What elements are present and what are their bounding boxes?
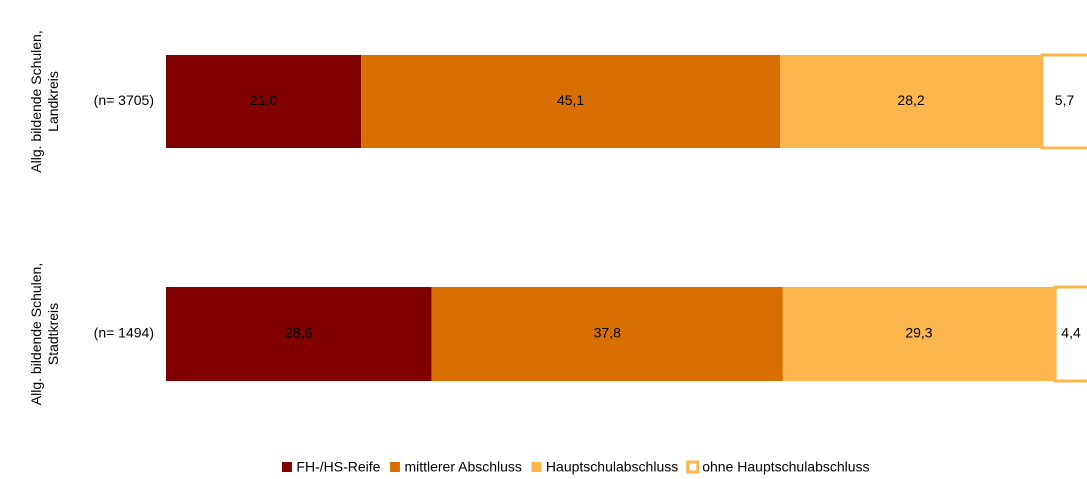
legend-label: ohne Hauptschulabschluss bbox=[702, 459, 869, 475]
category-label: Allg. bildende Schulen, Stadtkreis bbox=[28, 263, 61, 405]
legend-label: FH-/HS-Reife bbox=[296, 459, 380, 475]
bar-segment bbox=[1053, 285, 1087, 383]
value-label: 29,3 bbox=[905, 325, 932, 341]
bar-segment bbox=[166, 287, 432, 381]
bar-segment bbox=[780, 55, 1043, 148]
bar-segment bbox=[431, 287, 783, 381]
n-label: (n= 1494) bbox=[94, 325, 154, 341]
legend: FH-/HS-Reife mittlerer Abschluss Hauptschu… bbox=[281, 459, 870, 475]
value-label: 4,4 bbox=[1061, 325, 1081, 341]
category-label-line: Allg. bildende Schulen, bbox=[28, 30, 44, 172]
bar-segment bbox=[1040, 53, 1087, 150]
value-label: 45,1 bbox=[557, 92, 584, 108]
bar-segment bbox=[782, 287, 1056, 381]
value-label: 21,0 bbox=[250, 92, 277, 108]
category-label-line: Stadtkreis bbox=[45, 303, 61, 365]
bar-segment bbox=[166, 55, 362, 148]
value-label: 37,8 bbox=[594, 325, 621, 341]
n-label: (n= 3705) bbox=[94, 92, 154, 108]
bar-segment bbox=[361, 55, 781, 148]
category-label-line: Landkreis bbox=[45, 71, 61, 132]
value-label: 28,6 bbox=[285, 325, 312, 341]
value-label: 28,2 bbox=[897, 92, 924, 108]
legend-swatch bbox=[686, 460, 700, 474]
value-label: 5,7 bbox=[1055, 92, 1075, 108]
legend-swatch bbox=[531, 462, 542, 472]
category-label-line: Allg. bildende Schulen, bbox=[28, 263, 44, 405]
legend-swatch bbox=[389, 462, 400, 472]
legend-label: Hauptschulabschluss bbox=[546, 459, 678, 475]
category-label: Allg. bildende Schulen, Landkreis bbox=[28, 30, 61, 172]
legend-swatch bbox=[281, 462, 292, 472]
legend-label: mittlerer Abschluss bbox=[404, 459, 521, 475]
